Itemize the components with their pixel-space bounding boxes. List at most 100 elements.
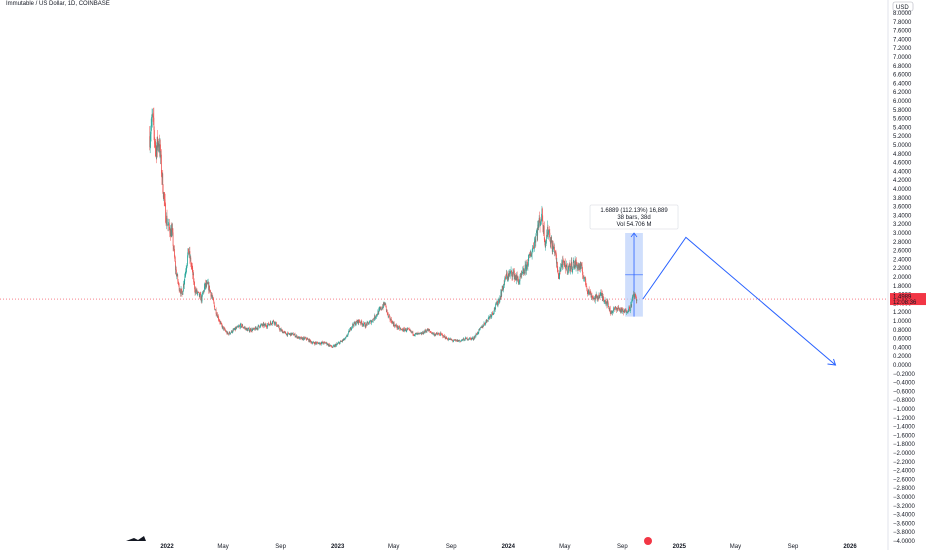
candle-body <box>564 261 565 266</box>
event-marker-icon[interactable] <box>644 537 652 545</box>
candle-body <box>498 300 499 304</box>
candle-body <box>338 342 340 344</box>
candle-body <box>349 329 351 332</box>
projection-arrowhead <box>827 358 837 366</box>
candle-body <box>503 284 505 285</box>
candle-body <box>471 338 473 339</box>
candle-body <box>438 333 440 335</box>
candle-body <box>623 310 625 313</box>
candle-body <box>306 338 308 340</box>
candle-body <box>534 241 535 249</box>
candle-body <box>417 333 418 335</box>
candle-body <box>439 333 440 335</box>
candle-body <box>185 269 187 272</box>
candle-body <box>174 248 175 257</box>
candle-body <box>371 320 373 322</box>
candle-body <box>406 330 407 332</box>
candle-body <box>483 323 485 326</box>
candle-body <box>473 337 475 340</box>
candle-body <box>362 324 363 326</box>
candle-body <box>274 321 275 324</box>
candle-body <box>198 292 200 293</box>
candle-body <box>585 276 586 282</box>
candle-body <box>505 276 506 278</box>
candle-body <box>185 271 187 274</box>
candle-body <box>633 293 634 296</box>
candle-body <box>465 337 467 339</box>
candle-body <box>380 307 382 310</box>
y-tick-label: −1.6000 <box>893 433 916 439</box>
candle-body <box>457 340 459 342</box>
candle-body <box>512 276 513 277</box>
candle-body <box>560 263 562 268</box>
candle-body <box>318 342 320 344</box>
candle-body <box>355 322 356 326</box>
candle-body <box>343 338 345 340</box>
candle-body <box>203 290 204 293</box>
candle-body <box>245 328 247 331</box>
candle-body <box>393 322 395 326</box>
candle-body <box>381 308 383 310</box>
y-tick-label: −0.2000 <box>893 372 916 378</box>
candle-body <box>218 315 219 320</box>
candle-body <box>166 215 168 225</box>
candle-body <box>235 328 237 330</box>
candle-body <box>424 330 426 333</box>
candle-body <box>485 321 487 324</box>
candle-body <box>193 273 194 283</box>
candle-body <box>340 341 341 343</box>
candle-body <box>186 263 188 267</box>
candle-body <box>398 328 399 329</box>
candle-body <box>150 134 151 140</box>
candle-body <box>502 287 504 290</box>
candle-body <box>391 322 393 324</box>
candle-body <box>211 296 213 298</box>
candle-body <box>523 269 525 273</box>
candle-body <box>293 334 295 336</box>
candle-body <box>463 338 464 341</box>
candle-body <box>357 319 359 323</box>
candle-body <box>571 269 573 271</box>
candle-body <box>535 232 537 236</box>
candle-body <box>328 344 330 347</box>
candle-body <box>283 331 285 333</box>
candle-body <box>430 331 432 333</box>
candle-body <box>276 322 277 327</box>
candle-body <box>554 247 555 254</box>
projection-path[interactable] <box>642 236 836 366</box>
candle-body <box>457 339 459 342</box>
candle-body <box>495 303 496 309</box>
y-tick-label: 3.6000 <box>893 205 912 211</box>
candle-body <box>627 311 628 313</box>
candle-body <box>304 337 305 340</box>
candle-body <box>374 315 376 319</box>
candle-body <box>366 322 368 326</box>
candle-body <box>283 332 285 334</box>
candle-body <box>210 292 212 297</box>
candle-body <box>170 228 172 237</box>
candle-body <box>547 226 548 237</box>
candle-body <box>415 333 417 334</box>
candle-body <box>504 280 505 285</box>
candle-body <box>254 328 256 331</box>
candle-body <box>310 341 312 343</box>
candle-body <box>515 276 517 278</box>
candle-body <box>426 331 427 332</box>
candle-body <box>334 345 336 347</box>
currency-badge[interactable] <box>892 1 914 12</box>
candle-body <box>540 221 541 226</box>
candle-body <box>632 295 634 297</box>
candle-body <box>204 282 206 287</box>
candle-body <box>333 345 334 347</box>
candle-body <box>484 323 485 324</box>
candle-body <box>163 193 165 198</box>
candle-body <box>542 220 544 227</box>
candle-body <box>312 342 314 344</box>
candle-body <box>359 321 360 323</box>
candle-body <box>176 275 178 277</box>
candle-body <box>252 329 253 331</box>
y-tick-label: 0.6000 <box>893 337 912 343</box>
candle-body <box>322 341 324 344</box>
currency-label: USD <box>896 5 909 11</box>
